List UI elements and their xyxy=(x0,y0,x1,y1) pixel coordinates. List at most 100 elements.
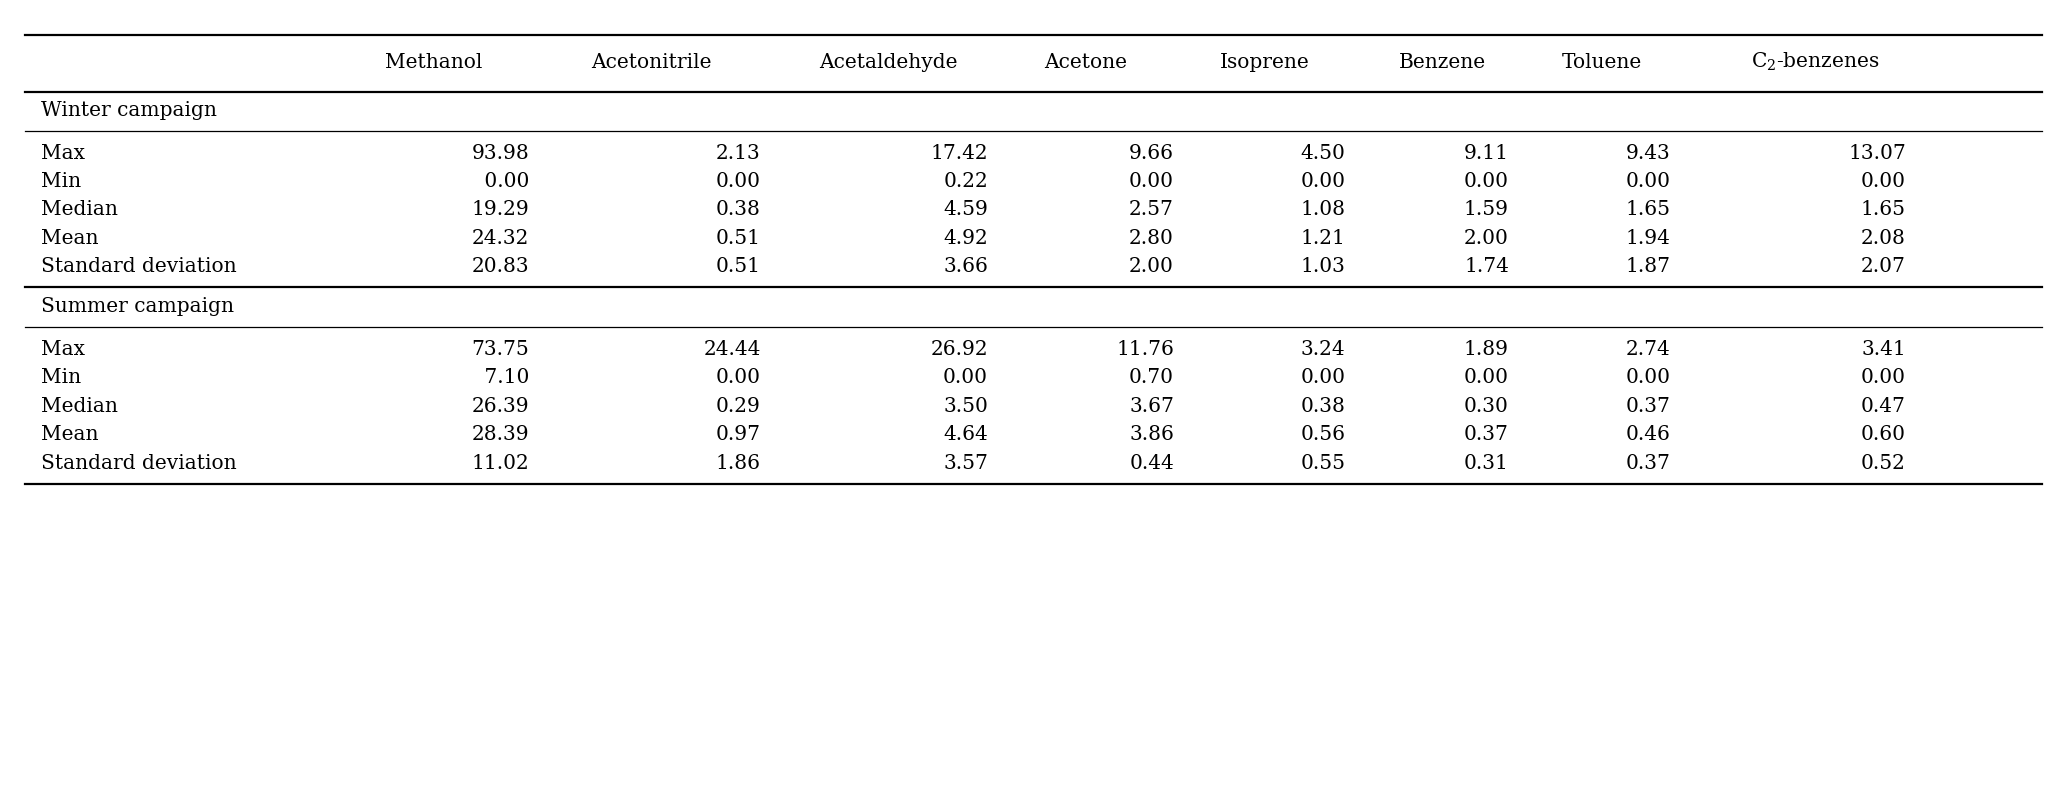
Text: Max: Max xyxy=(41,340,85,359)
Text: 0.00: 0.00 xyxy=(1463,368,1509,387)
Text: 0.00: 0.00 xyxy=(477,172,529,191)
Text: 4.59: 4.59 xyxy=(943,200,988,219)
Text: C$_2$-benzenes: C$_2$-benzenes xyxy=(1751,51,1879,73)
Text: Toluene: Toluene xyxy=(1563,53,1641,72)
Text: 9.66: 9.66 xyxy=(1129,144,1174,163)
Text: Min: Min xyxy=(41,172,81,191)
Text: 9.43: 9.43 xyxy=(1625,144,1670,163)
Text: 73.75: 73.75 xyxy=(471,340,529,359)
Text: 1.08: 1.08 xyxy=(1300,200,1346,219)
Text: 11.02: 11.02 xyxy=(471,454,529,473)
Text: 1.89: 1.89 xyxy=(1463,340,1509,359)
Text: 26.39: 26.39 xyxy=(471,397,529,416)
Text: 0.29: 0.29 xyxy=(715,397,761,416)
Text: 1.65: 1.65 xyxy=(1625,200,1670,219)
Text: 3.66: 3.66 xyxy=(943,257,988,276)
Text: 2.57: 2.57 xyxy=(1129,200,1174,219)
Text: Median: Median xyxy=(41,200,118,219)
Text: 1.03: 1.03 xyxy=(1300,257,1346,276)
Text: 1.65: 1.65 xyxy=(1860,200,1906,219)
Text: 0.60: 0.60 xyxy=(1860,425,1906,444)
Text: 3.57: 3.57 xyxy=(943,454,988,473)
Text: 0.52: 0.52 xyxy=(1860,454,1906,473)
Text: 7.10: 7.10 xyxy=(477,368,529,387)
Text: 2.80: 2.80 xyxy=(1129,229,1174,248)
Text: 1.94: 1.94 xyxy=(1625,229,1670,248)
Text: 0.30: 0.30 xyxy=(1463,397,1509,416)
Text: 0.00: 0.00 xyxy=(943,368,988,387)
Text: Acetone: Acetone xyxy=(1044,53,1127,72)
Text: Acetonitrile: Acetonitrile xyxy=(591,53,711,72)
Text: Summer campaign: Summer campaign xyxy=(41,297,234,316)
Text: Median: Median xyxy=(41,397,118,416)
Text: 0.31: 0.31 xyxy=(1463,454,1509,473)
Text: 2.08: 2.08 xyxy=(1860,229,1906,248)
Text: 1.74: 1.74 xyxy=(1463,257,1509,276)
Text: 26.92: 26.92 xyxy=(930,340,988,359)
Text: 4.64: 4.64 xyxy=(943,425,988,444)
Text: 3.41: 3.41 xyxy=(1860,340,1906,359)
Text: Methanol: Methanol xyxy=(384,53,484,72)
Text: 0.00: 0.00 xyxy=(1625,368,1670,387)
Text: Max: Max xyxy=(41,144,85,163)
Text: 0.00: 0.00 xyxy=(1129,172,1174,191)
Text: 1.21: 1.21 xyxy=(1300,229,1346,248)
Text: 0.37: 0.37 xyxy=(1625,397,1670,416)
Text: Benzene: Benzene xyxy=(1399,53,1486,72)
Text: 11.76: 11.76 xyxy=(1116,340,1174,359)
Text: 3.24: 3.24 xyxy=(1300,340,1346,359)
Text: Mean: Mean xyxy=(41,425,99,444)
Text: Standard deviation: Standard deviation xyxy=(41,454,238,473)
Text: 0.38: 0.38 xyxy=(1300,397,1346,416)
Text: Standard deviation: Standard deviation xyxy=(41,257,238,276)
Text: 0.37: 0.37 xyxy=(1625,454,1670,473)
Text: 0.22: 0.22 xyxy=(943,172,988,191)
Text: 2.00: 2.00 xyxy=(1129,257,1174,276)
Text: 3.67: 3.67 xyxy=(1129,397,1174,416)
Text: 0.00: 0.00 xyxy=(1300,368,1346,387)
Text: 20.83: 20.83 xyxy=(471,257,529,276)
Text: 0.44: 0.44 xyxy=(1129,454,1174,473)
Text: Mean: Mean xyxy=(41,229,99,248)
Text: 0.47: 0.47 xyxy=(1860,397,1906,416)
Text: 4.50: 4.50 xyxy=(1300,144,1346,163)
Text: 0.00: 0.00 xyxy=(1300,172,1346,191)
Text: 0.38: 0.38 xyxy=(715,200,761,219)
Text: 2.13: 2.13 xyxy=(715,144,761,163)
Text: 0.00: 0.00 xyxy=(715,368,761,387)
Text: Min: Min xyxy=(41,368,81,387)
Text: 0.46: 0.46 xyxy=(1625,425,1670,444)
Text: 0.70: 0.70 xyxy=(1129,368,1174,387)
Text: 0.00: 0.00 xyxy=(1463,172,1509,191)
Text: 0.51: 0.51 xyxy=(715,257,761,276)
Text: 19.29: 19.29 xyxy=(471,200,529,219)
Text: 2.00: 2.00 xyxy=(1463,229,1509,248)
Text: Isoprene: Isoprene xyxy=(1220,53,1310,72)
Text: 3.86: 3.86 xyxy=(1129,425,1174,444)
Text: 0.51: 0.51 xyxy=(715,229,761,248)
Text: 0.37: 0.37 xyxy=(1463,425,1509,444)
Text: Winter campaign: Winter campaign xyxy=(41,101,217,120)
Text: 9.11: 9.11 xyxy=(1463,144,1509,163)
Text: 93.98: 93.98 xyxy=(471,144,529,163)
Text: 4.92: 4.92 xyxy=(943,229,988,248)
Text: 1.87: 1.87 xyxy=(1625,257,1670,276)
Text: 0.56: 0.56 xyxy=(1300,425,1346,444)
Text: Acetaldehyde: Acetaldehyde xyxy=(819,53,959,72)
Text: 28.39: 28.39 xyxy=(471,425,529,444)
Text: 0.55: 0.55 xyxy=(1300,454,1346,473)
Text: 13.07: 13.07 xyxy=(1848,144,1906,163)
Text: 0.97: 0.97 xyxy=(715,425,761,444)
Text: 17.42: 17.42 xyxy=(930,144,988,163)
Text: 0.00: 0.00 xyxy=(1860,172,1906,191)
Text: 0.00: 0.00 xyxy=(1625,172,1670,191)
Text: 0.00: 0.00 xyxy=(715,172,761,191)
Text: 3.50: 3.50 xyxy=(943,397,988,416)
Text: 1.59: 1.59 xyxy=(1463,200,1509,219)
Text: 2.07: 2.07 xyxy=(1860,257,1906,276)
Text: 2.74: 2.74 xyxy=(1625,340,1670,359)
Text: 24.32: 24.32 xyxy=(471,229,529,248)
Text: 0.00: 0.00 xyxy=(1860,368,1906,387)
Text: 1.86: 1.86 xyxy=(715,454,761,473)
Text: 24.44: 24.44 xyxy=(703,340,761,359)
